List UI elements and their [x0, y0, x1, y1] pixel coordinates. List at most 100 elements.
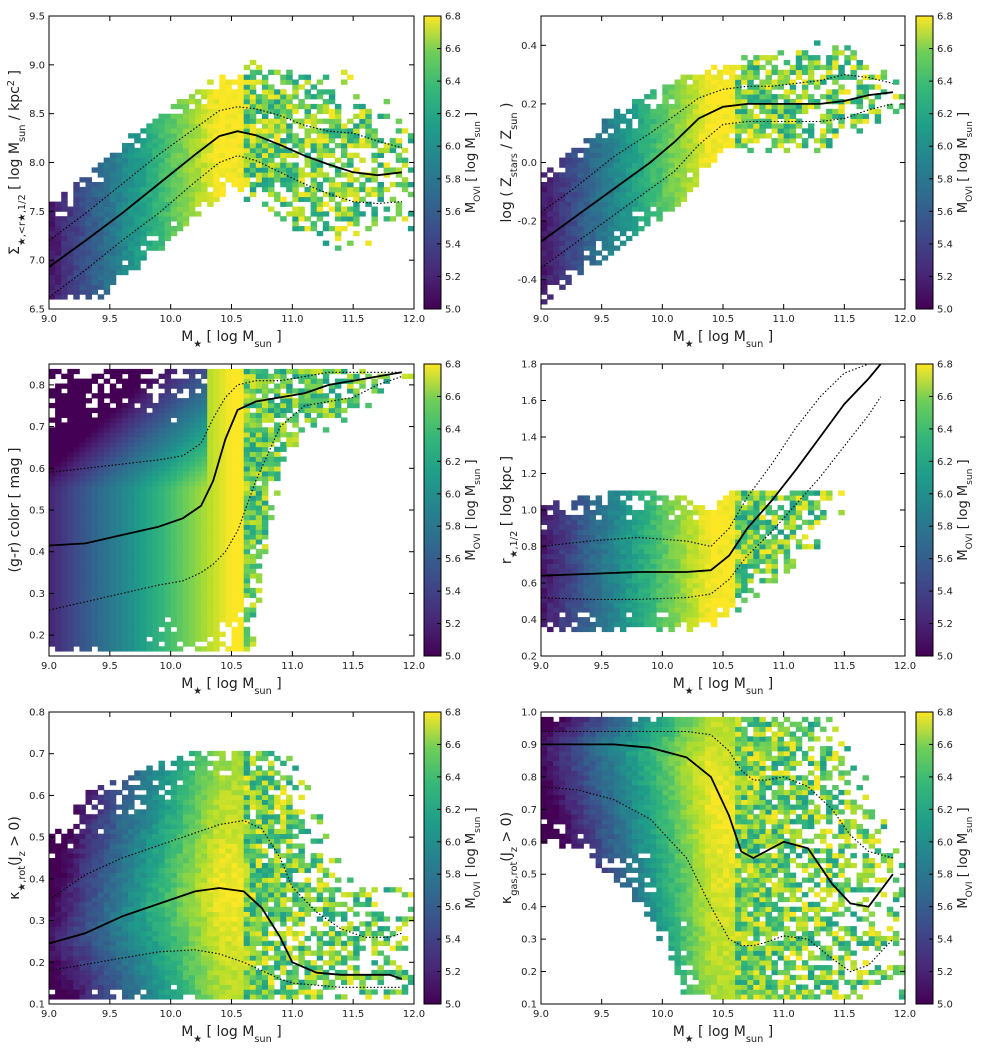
heatmap-cell: [249, 437, 257, 443]
heatmap-cell: [553, 196, 560, 202]
heatmap-cell: [73, 514, 80, 521]
heatmap-cell: [280, 383, 287, 389]
heatmap-cell: [134, 412, 141, 418]
heatmap-cell: [353, 177, 360, 183]
heatmap-cell: [67, 607, 74, 613]
heatmap-cell: [97, 422, 105, 428]
heatmap-cell: [280, 152, 287, 158]
heatmap-cell: [625, 226, 633, 232]
heatmap-cell: [571, 240, 578, 246]
heatmap-cell: [61, 255, 68, 261]
heatmap-cell: [140, 636, 147, 642]
heatmap-cell: [79, 383, 86, 389]
heatmap-cell: [601, 216, 609, 222]
heatmap-cell: [219, 393, 226, 399]
heatmap-cell: [182, 471, 190, 477]
heatmap-cell: [176, 646, 184, 652]
heatmap-cell: [188, 539, 196, 545]
heatmap-cell: [237, 138, 245, 144]
heatmap-cell: [55, 563, 62, 569]
heatmap-cell: [237, 407, 245, 414]
heatmap-cell: [170, 383, 178, 389]
heatmap-cell: [243, 553, 251, 560]
heatmap-cell: [680, 177, 687, 183]
heatmap-cell: [152, 475, 159, 482]
heatmap-cell: [261, 157, 269, 163]
heatmap-cell: [298, 177, 305, 183]
heatmap-cell: [577, 226, 584, 232]
heatmap-cell: [225, 490, 232, 496]
heatmap-cell: [680, 99, 687, 105]
heatmap-cell: [571, 573, 578, 579]
heatmap-cell: [261, 466, 269, 472]
heatmap-cell: [219, 631, 226, 637]
heatmap-cell: [188, 398, 196, 404]
heatmap-cell: [619, 118, 627, 124]
heatmap-cell: [128, 373, 135, 379]
heatmap-cell: [219, 548, 226, 555]
heatmap-cell: [152, 378, 159, 384]
heatmap-cell: [316, 167, 324, 173]
heatmap-cell: [97, 568, 105, 574]
heatmap-cell: [128, 245, 135, 251]
heatmap-cell: [79, 191, 86, 198]
heatmap-cell: [67, 206, 74, 212]
heatmap-cell: [674, 118, 681, 124]
heatmap-cell: [103, 172, 111, 178]
heatmap-cell: [134, 621, 141, 628]
heatmap-cell: [207, 191, 214, 198]
heatmap-cell: [304, 378, 311, 384]
heatmap-cell: [268, 69, 275, 75]
heatmap-cell: [115, 226, 123, 232]
heatmap-cell: [85, 407, 92, 414]
heatmap-cell: [207, 544, 214, 550]
heatmap-cell: [146, 240, 153, 246]
heatmap-cell: [292, 172, 299, 178]
heatmap-cell: [249, 427, 257, 433]
heatmap-cell: [613, 128, 621, 134]
heatmap-cell: [195, 196, 202, 202]
heatmap-cell: [832, 79, 839, 85]
heatmap-cell: [783, 123, 791, 129]
heatmap-cell: [341, 143, 348, 149]
heatmap-cell: [152, 558, 159, 564]
heatmap-cell: [122, 466, 129, 472]
heatmap-cell: [207, 612, 214, 618]
heatmap-cell: [164, 412, 172, 418]
heatmap-cell: [601, 206, 609, 212]
heatmap-cell: [559, 250, 566, 256]
heatmap-cell: [67, 240, 74, 246]
heatmap-cell: [826, 108, 833, 115]
heatmap-cell: [188, 143, 196, 149]
heatmap-cell: [122, 162, 129, 168]
heatmap-cell: [801, 103, 809, 110]
heatmap-cell: [91, 456, 99, 462]
heatmap-cell: [680, 79, 687, 85]
heatmap-cell: [316, 412, 324, 418]
heatmap-cell: [225, 612, 232, 618]
heatmap-cell: [261, 79, 269, 85]
heatmap-cell: [134, 265, 141, 271]
heatmap-cell: [231, 152, 238, 158]
heatmap-cell: [158, 133, 165, 139]
heatmap-cell: [686, 147, 694, 154]
heatmap-cell: [79, 612, 86, 618]
heatmap-cell: [219, 456, 226, 462]
heatmap-cell: [729, 118, 736, 124]
heatmap-cell: [152, 534, 159, 540]
heatmap-cell: [73, 495, 80, 501]
heatmap-cell: [292, 216, 299, 222]
heatmap-cell: [49, 641, 56, 647]
heatmap-cell: [243, 432, 251, 438]
heatmap-cell: [723, 128, 730, 134]
heatmap-cell: [625, 133, 633, 139]
heatmap-cell: [158, 245, 165, 251]
heatmap-cell: [61, 412, 68, 418]
heatmap-cell: [571, 206, 578, 212]
heatmap-cell: [237, 398, 245, 404]
heatmap-cell: [547, 167, 554, 173]
heatmap-cell: [565, 157, 572, 163]
heatmap-cell: [140, 456, 147, 462]
heatmap-cell: [140, 490, 147, 496]
heatmap-cell: [547, 519, 554, 525]
